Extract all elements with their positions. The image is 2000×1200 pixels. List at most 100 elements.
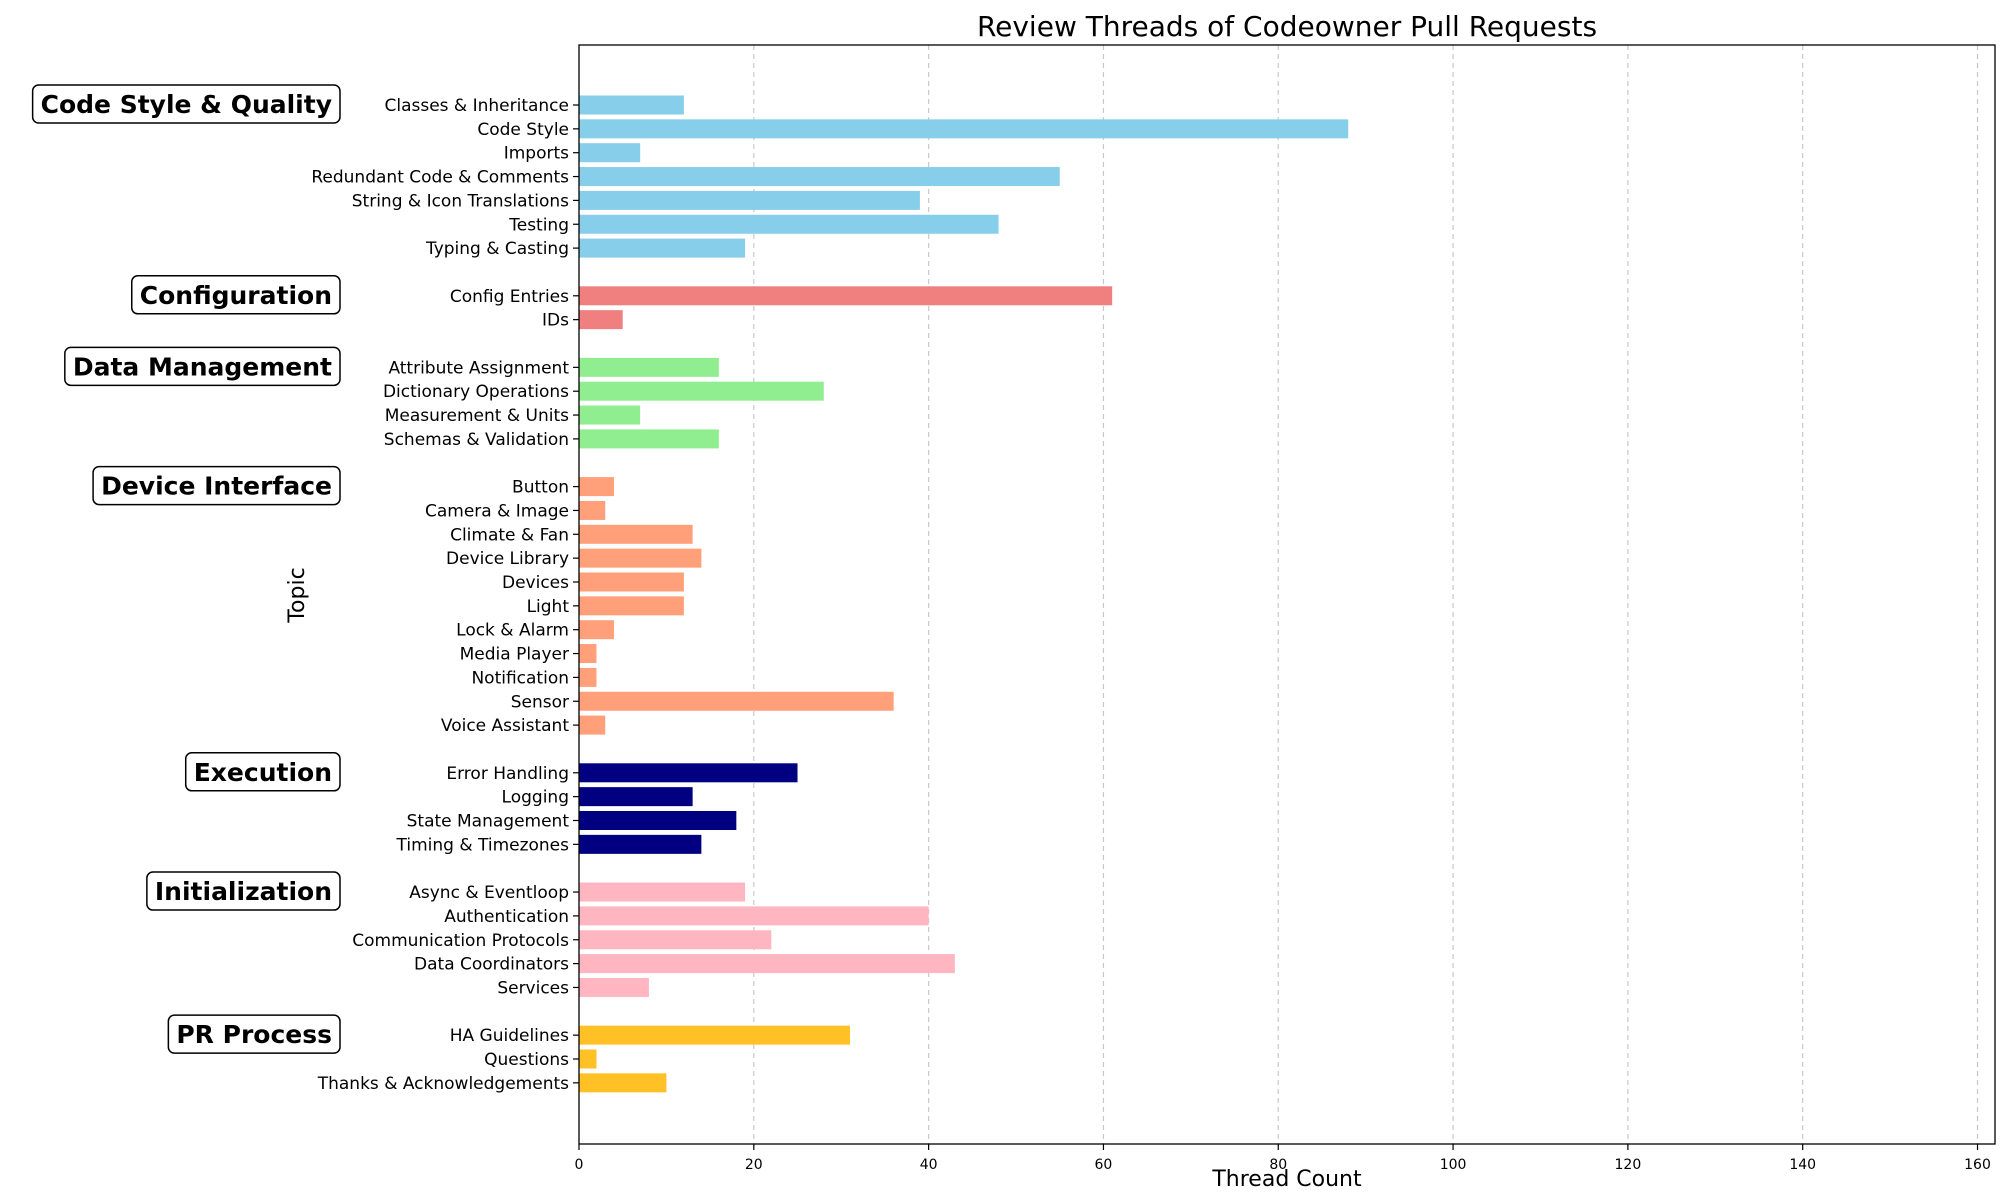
plot-frame: [578, 44, 1996, 1145]
group-label: Initialization: [155, 877, 332, 906]
group-label: Device Interface: [101, 472, 332, 501]
y-tick-label: Devices: [502, 573, 569, 593]
bar: [579, 596, 684, 616]
group-label-box: [146, 871, 341, 911]
bar: [579, 190, 920, 210]
y-tick-label: Button: [512, 478, 569, 498]
bar: [579, 119, 1349, 139]
y-tick-label: Testing: [508, 215, 569, 235]
y-tick-label: Services: [497, 978, 569, 998]
group-label-box: [184, 752, 341, 792]
group-label: Configuration: [140, 281, 332, 310]
x-ticks: 0 20 40 60 80 100 120 140 160: [575, 1144, 1991, 1173]
bar: [579, 1073, 667, 1093]
y-tick-label: Schemas & Validation: [384, 430, 569, 450]
bar: [579, 143, 641, 163]
y-tick-label: Config Entries: [450, 287, 569, 307]
y-tick-label: String & Icon Translations: [352, 191, 569, 211]
bar: [579, 500, 606, 520]
bar: [579, 381, 824, 401]
x-tick-label: 140: [1789, 1157, 1816, 1173]
group-label: Data Management: [73, 352, 332, 381]
x-tick-label: 0: [575, 1157, 584, 1173]
bar: [579, 906, 929, 926]
y-tick-label: Questions: [484, 1050, 569, 1070]
group-label-box: [92, 465, 341, 506]
y-tick-label: Timing & Timezones: [395, 835, 569, 855]
bar: [579, 644, 597, 664]
bar: [579, 620, 614, 640]
bar: [579, 214, 999, 234]
bar: [579, 691, 894, 711]
bar: [579, 167, 1060, 187]
x-tick-label: 160: [1964, 1157, 1991, 1173]
y-tick-label: Lock & Alarm: [456, 621, 569, 641]
chart-title: Review Threads of Codeowner Pull Request…: [977, 10, 1597, 43]
bar: [579, 1025, 850, 1045]
bar: [579, 357, 719, 377]
y-tick-label: Authentication: [444, 907, 569, 927]
group-label: Code Style & Quality: [41, 90, 332, 119]
y-tick-label: Data Coordinators: [414, 955, 569, 975]
bar: [579, 238, 746, 258]
y-tick-label: HA Guidelines: [450, 1026, 569, 1046]
bar: [579, 954, 955, 974]
bar: [579, 882, 746, 902]
x-axis-label: Thread Count: [1211, 1167, 1362, 1192]
x-tick-label: 80: [1269, 1157, 1287, 1173]
y-tick-label: Error Handling: [446, 764, 569, 784]
bar: [579, 286, 1113, 306]
y-tick-label: IDs: [542, 311, 569, 331]
group-label-box: [31, 84, 341, 124]
group-label-box: [131, 275, 341, 315]
y-tick-label: Async & Eventloop: [409, 883, 569, 903]
x-tick-label: 40: [920, 1157, 938, 1173]
y-tick-label: Notification: [471, 668, 569, 688]
y-tick-label: Climate & Fan: [450, 525, 569, 545]
x-tick-label: 60: [1095, 1157, 1113, 1173]
bar: [579, 715, 606, 735]
bar: [579, 95, 684, 115]
y-tick-label: Communication Protocols: [352, 931, 569, 951]
bars: [579, 95, 1349, 1093]
bar: [579, 572, 684, 592]
y-tick-label: Imports: [504, 144, 569, 164]
bar: [579, 977, 649, 997]
y-tick-label: Camera & Image: [425, 501, 569, 521]
bar: [579, 524, 693, 544]
bar: [579, 429, 719, 449]
y-tick-label: Thanks & Acknowledgements: [317, 1074, 569, 1094]
group-label-box: [64, 346, 341, 387]
bar: [579, 1049, 597, 1069]
y-tick-label: Attribute Assignment: [388, 358, 569, 378]
bar: [579, 930, 772, 950]
y-tick-label: Code Style: [477, 120, 569, 140]
bar: [579, 477, 614, 497]
y-tick-labels: Classes & Inheritance Code Style Imports Re…: [311, 96, 579, 1094]
y-tick-label: Media Player: [460, 645, 569, 665]
x-tick-label: 120: [1615, 1157, 1642, 1173]
group-label: PR Process: [176, 1020, 332, 1049]
y-axis-label: Topic: [285, 567, 310, 623]
bar: [579, 667, 597, 687]
y-tick-label: Light: [527, 597, 570, 617]
group-label-box: [167, 1014, 341, 1054]
bar: [579, 763, 798, 783]
y-tick-label: Redundant Code & Comments: [311, 168, 569, 188]
bar: [579, 787, 693, 807]
group-label: Execution: [194, 758, 332, 787]
group-labels: Code Style & Quality Configuration Data Ma…: [31, 84, 341, 1054]
bar: [579, 834, 702, 854]
bar: [579, 310, 623, 330]
y-tick-label: Voice Assistant: [441, 716, 569, 736]
x-tick-label: 100: [1440, 1157, 1467, 1173]
x-tick-label: 20: [745, 1157, 763, 1173]
bar: [579, 548, 702, 568]
y-tick-label: Logging: [502, 788, 569, 808]
bar: [579, 811, 737, 830]
y-tick-label: Measurement & Units: [385, 406, 569, 426]
y-tick-label: Dictionary Operations: [383, 382, 569, 402]
y-tick-label: Sensor: [511, 692, 569, 712]
